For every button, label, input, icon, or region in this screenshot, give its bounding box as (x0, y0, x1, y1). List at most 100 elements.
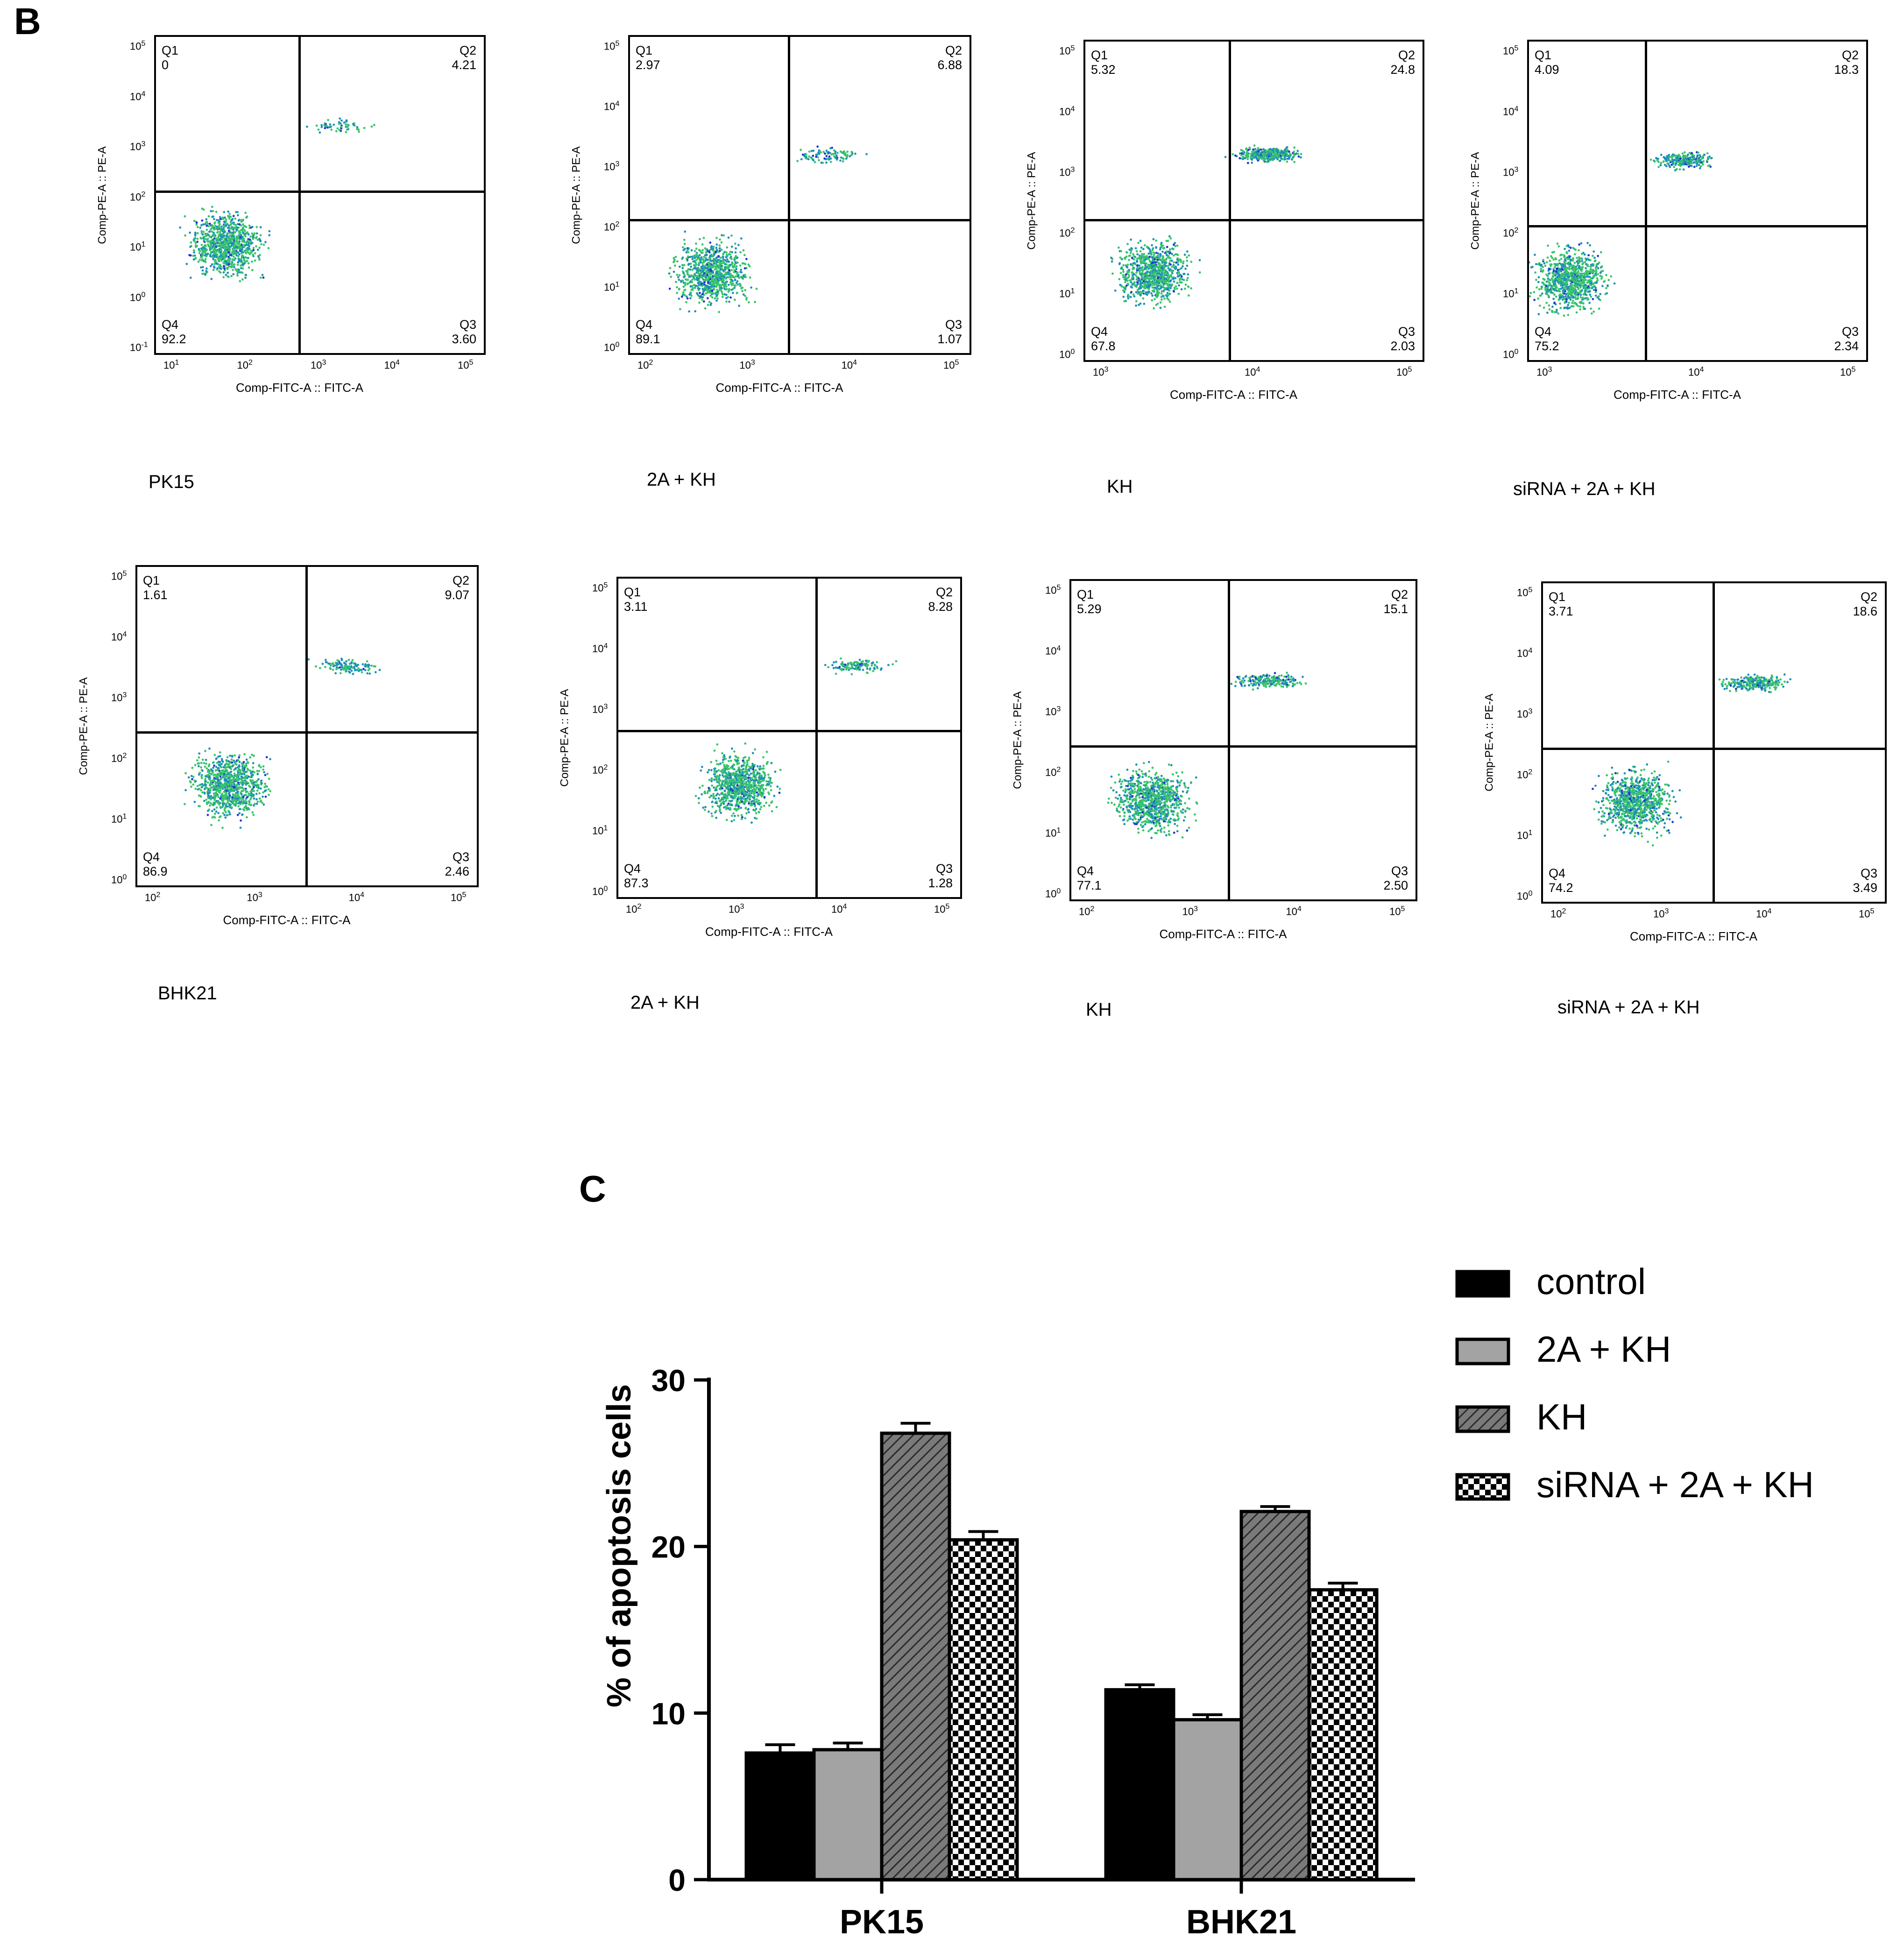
facs-event (740, 237, 743, 240)
facs-event (205, 228, 208, 231)
facs-event (1160, 292, 1163, 295)
y-tick-label: 105 (604, 40, 620, 52)
gate-horizontal-line[interactable] (156, 190, 484, 193)
facs-event (685, 270, 687, 272)
facs-event (1165, 279, 1168, 282)
facs-event (729, 296, 732, 299)
facs-event (339, 117, 341, 120)
facs-event (216, 239, 219, 242)
facs-event (734, 278, 736, 281)
facs-event (1576, 268, 1578, 270)
facs-event (1568, 296, 1571, 299)
facs-event (1699, 167, 1701, 170)
facs-event (736, 261, 739, 264)
facs-event (1545, 280, 1548, 283)
facs-event (238, 253, 241, 256)
facs-event (262, 765, 265, 768)
facs-event (717, 255, 720, 257)
facs-event (306, 125, 308, 128)
facs-event (1557, 290, 1560, 292)
facs-event (241, 271, 244, 274)
facs-event (687, 278, 689, 281)
facs-event (825, 155, 828, 157)
facs-event (222, 245, 225, 248)
facs-event (257, 255, 260, 258)
facs-event (1139, 250, 1142, 253)
facs-event (707, 281, 709, 283)
facs-event (1148, 274, 1151, 277)
facs-event (1593, 256, 1596, 259)
facs-event (681, 267, 684, 269)
facs-event (725, 297, 728, 299)
facs-event (668, 272, 671, 275)
facs-event (1283, 153, 1286, 156)
facs-event (1580, 276, 1583, 278)
facs-event (727, 276, 729, 279)
facs-event (264, 241, 267, 243)
facs-event (1659, 164, 1662, 167)
facs-event (1123, 290, 1126, 293)
gate-horizontal-line[interactable] (630, 219, 970, 222)
facs-event (1135, 291, 1138, 294)
facs-event (712, 249, 715, 252)
facs-event (1173, 243, 1175, 246)
facs-event (246, 231, 249, 234)
gate-vertical-line[interactable] (298, 37, 301, 353)
facs-event (1164, 262, 1167, 264)
facs-event (1164, 277, 1167, 280)
facs-event (1684, 151, 1686, 154)
facs-event (206, 240, 209, 243)
facs-event (1174, 288, 1176, 290)
facs-event (240, 220, 243, 223)
gate-horizontal-line[interactable] (1085, 219, 1423, 221)
facs-event (682, 292, 685, 295)
facs-event (1166, 246, 1168, 248)
facs-event (1584, 261, 1586, 263)
facs-event (237, 219, 240, 222)
facs-event (1177, 270, 1180, 273)
facs-event (219, 216, 221, 219)
facs-event (721, 281, 724, 283)
facs-event (1240, 157, 1243, 160)
facs-event (754, 301, 757, 304)
facs-event (200, 266, 202, 269)
facs-event (717, 251, 720, 253)
facs-event (1253, 144, 1256, 147)
y-tick-label: 103 (130, 140, 146, 153)
facs-event (194, 787, 197, 790)
facs-event (200, 224, 203, 226)
facs-event (706, 297, 709, 299)
facs-event (238, 240, 241, 243)
facs-event (250, 792, 253, 794)
gate-vertical-line[interactable] (1645, 42, 1648, 360)
gate-vertical-line[interactable] (788, 37, 791, 353)
facs-event (221, 827, 224, 829)
facs-event (196, 238, 199, 240)
facs-event (323, 124, 326, 127)
facs-event (854, 152, 856, 155)
facs-event (255, 798, 258, 800)
gate-horizontal-line[interactable] (1529, 225, 1866, 228)
facs-event (254, 259, 256, 262)
facs-event (215, 211, 218, 213)
facs-event (1557, 245, 1560, 248)
facs-event (211, 783, 214, 785)
facs-event (1280, 157, 1282, 160)
facs-event (222, 262, 225, 264)
facs-event (721, 291, 723, 294)
facs-event (724, 266, 726, 269)
x-axis-label: Comp-FITC-A :: FITC-A (236, 381, 363, 395)
facs-event (1174, 241, 1176, 244)
facs-event (686, 250, 688, 253)
facs-event (240, 246, 242, 248)
facs-event (1253, 150, 1256, 153)
facs-event (1160, 243, 1162, 246)
facs-event (1142, 248, 1145, 250)
facs-event (1124, 281, 1126, 283)
facs-event (709, 291, 711, 294)
facs-event (1132, 276, 1134, 278)
gate-vertical-line[interactable] (1228, 42, 1231, 360)
facs-event (701, 265, 703, 268)
facs-event (745, 258, 748, 261)
facs-event (1190, 261, 1193, 263)
